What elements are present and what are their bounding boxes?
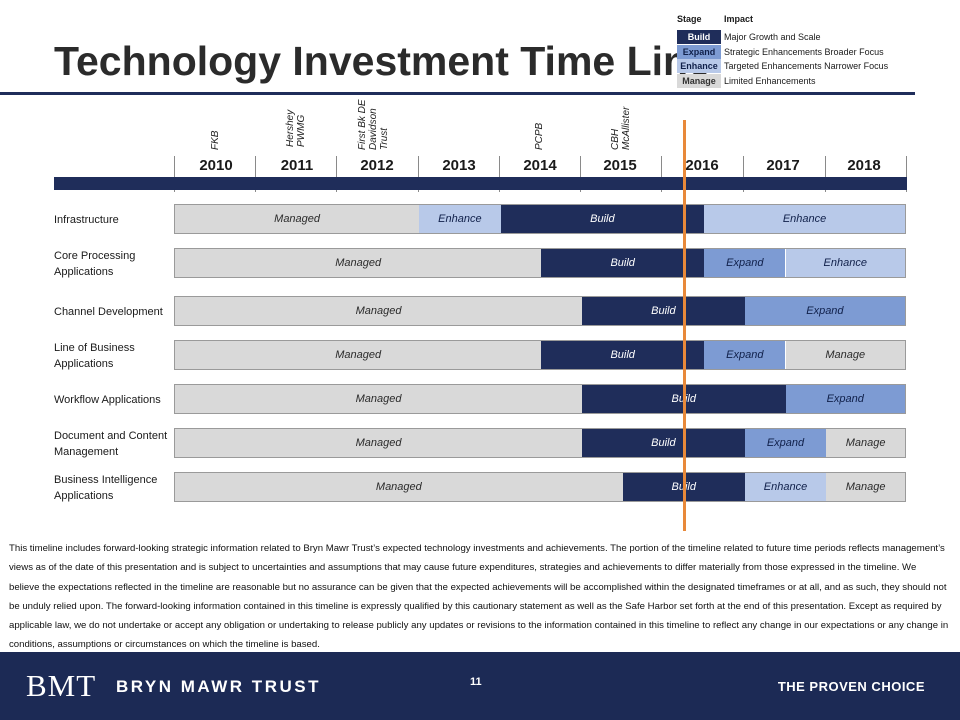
year-label: 2012 xyxy=(360,157,394,174)
legend-header-impact: Impact xyxy=(724,14,754,24)
title-divider xyxy=(0,92,915,95)
stage-segment: Managed xyxy=(175,205,420,233)
legend-row: Manage Limited Enhancements xyxy=(677,73,917,89)
stage-segment: Managed xyxy=(175,385,582,413)
year-separator xyxy=(336,156,337,192)
stage-segment: Manage xyxy=(826,473,905,501)
row-label: Channel Development xyxy=(54,306,163,318)
stage-segment: Build xyxy=(582,297,745,325)
stage-segment: Enhance xyxy=(744,473,827,501)
stage-segment: Managed xyxy=(175,473,623,501)
stage-segment: Managed xyxy=(175,429,582,457)
stage-segment: Build xyxy=(541,341,705,369)
stage-segment: Build xyxy=(582,429,745,457)
legend-row: Build Major Growth and Scale xyxy=(677,30,917,45)
legend-impact: Major Growth and Scale xyxy=(724,32,821,42)
stage-segment: Expand xyxy=(704,341,786,369)
stage-segment: Enhance xyxy=(785,249,905,277)
year-label: 2016 xyxy=(685,157,719,174)
current-time-marker xyxy=(683,120,686,531)
legend-header-stage: Stage xyxy=(677,14,702,24)
legend-impact: Limited Enhancements xyxy=(724,75,816,86)
stage-segment: Build xyxy=(500,205,705,233)
stage-segment: Enhance xyxy=(419,205,501,233)
brand-name: BRYN MAWR TRUST xyxy=(116,677,321,696)
milestone-label: CBH McAllister xyxy=(610,106,632,150)
year-label: 2017 xyxy=(766,157,800,174)
stage-segment: Expand xyxy=(744,297,905,325)
footer-bar: BMT BRYN MAWR TRUST 11 THE PROVEN CHOICE xyxy=(0,652,960,720)
year-separator xyxy=(906,156,907,192)
row-label: Core Processing Applications xyxy=(54,250,136,278)
timeline-bar: ManagedBuildEnhanceManage xyxy=(174,472,906,502)
year-separator xyxy=(825,156,826,192)
year-label: 2018 xyxy=(847,157,881,174)
stage-segment: Managed xyxy=(175,249,542,277)
stage-segment: Manage xyxy=(826,429,905,457)
year-label: 2010 xyxy=(199,157,233,174)
stage-segment: Enhance xyxy=(704,205,905,233)
legend-swatch: Enhance xyxy=(677,59,721,73)
legend-impact: Strategic Enhancements Broader Focus xyxy=(724,46,884,57)
year-separator xyxy=(661,156,662,192)
legend-swatch: Build xyxy=(677,30,721,44)
row-label: Infrastructure xyxy=(54,214,119,226)
row-label: Document and Content Management xyxy=(54,430,168,458)
year-label: 2013 xyxy=(442,157,476,174)
legend-swatch: Manage xyxy=(677,73,721,88)
year-separator xyxy=(255,156,256,192)
stage-segment: Expand xyxy=(704,249,786,277)
page-title: Technology Investment Time Line xyxy=(54,38,711,84)
year-label: 2011 xyxy=(280,157,314,174)
timeline-bar: Managed Build Expand Manage xyxy=(174,340,906,370)
stage-segment: Expand xyxy=(744,429,827,457)
milestone-label: PCPB xyxy=(534,122,545,150)
legend-row: Enhance Targeted Enhancements Narrower Fo… xyxy=(677,59,917,74)
timeline-bar: Managed Enhance Build Enhance xyxy=(174,204,906,234)
year-label: 2014 xyxy=(523,157,557,174)
year-band xyxy=(54,177,907,190)
year-separator xyxy=(499,156,500,192)
disclaimer-text: This timeline includes forward-looking s… xyxy=(9,543,949,651)
year-separator xyxy=(174,156,175,192)
year-separator xyxy=(743,156,744,192)
timeline-bar: Managed Build Expand Enhance xyxy=(174,248,906,278)
legend-impact: Targeted Enhancements Narrower Focus xyxy=(724,61,889,71)
stage-segment: Build xyxy=(541,249,705,277)
tagline: THE PROVEN CHOICE xyxy=(777,679,925,694)
stage-segment: Manage xyxy=(785,341,905,369)
timeline-bar: Managed Build Expand Manage xyxy=(174,428,906,458)
year-label: 2015 xyxy=(603,157,637,174)
year-separator xyxy=(418,156,419,192)
page-number: 11 xyxy=(470,676,482,688)
stage-segment: Managed xyxy=(175,341,542,369)
row-label: Business Intelligence Applications xyxy=(54,474,158,502)
milestone-label: First Bk DE Davidson Trust xyxy=(357,99,390,150)
stage-segment: Managed xyxy=(175,297,582,325)
stage-segment: Expand xyxy=(785,385,905,413)
year-separator xyxy=(580,156,581,192)
milestone-label: FKB xyxy=(210,130,221,150)
bmt-logo: BMT xyxy=(26,668,97,703)
row-label: Line of Business Applications xyxy=(54,342,135,370)
milestone-label: Hershey PWMG xyxy=(285,109,307,147)
legend-row: Expand Strategic Enhancements Broader Foc… xyxy=(677,44,917,60)
row-label: Workflow Applications xyxy=(54,394,161,406)
legend-swatch: Expand xyxy=(677,44,721,59)
